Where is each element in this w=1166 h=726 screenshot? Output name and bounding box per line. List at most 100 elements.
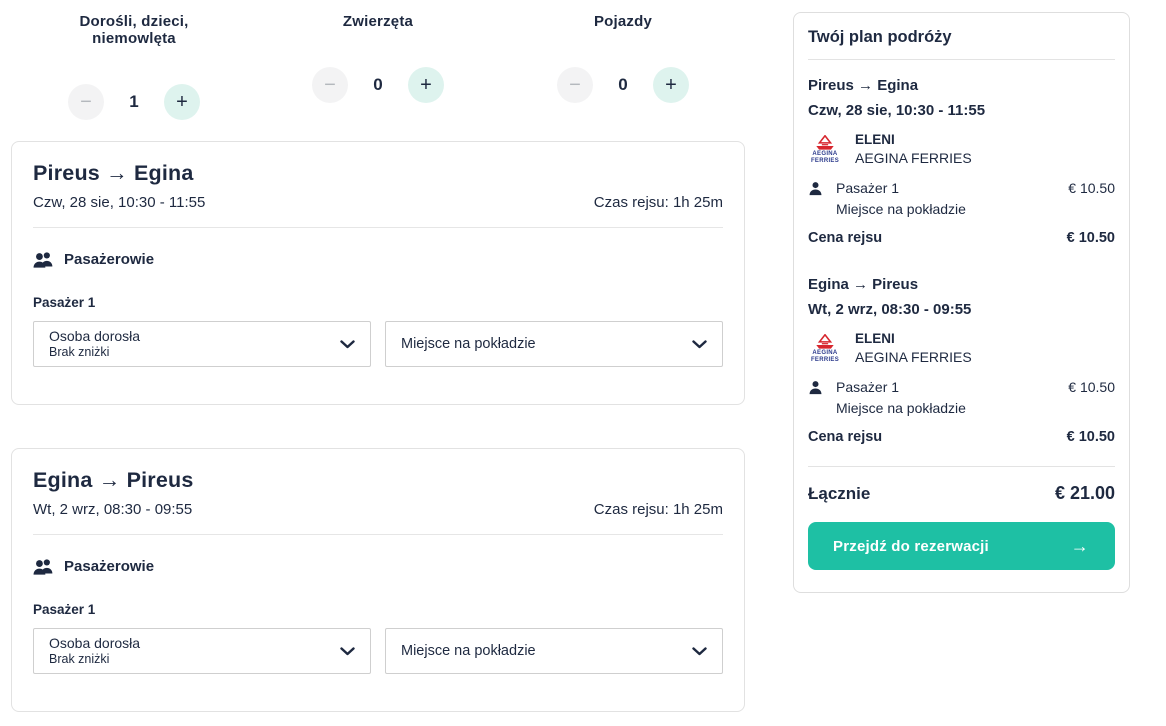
plus-icon: + bbox=[420, 74, 432, 96]
person-icon bbox=[809, 380, 822, 394]
plus-icon: + bbox=[665, 74, 677, 96]
operator-logo: AEGINA FERRIES bbox=[808, 333, 842, 363]
chevron-down-icon bbox=[340, 646, 355, 655]
person-icon bbox=[809, 181, 822, 195]
vessel-name: ELENI bbox=[855, 132, 895, 147]
operator-row: AEGINA FERRIES ELENI AEGINA FERRIES bbox=[808, 330, 1115, 366]
operator-logo: AEGINA FERRIES bbox=[808, 134, 842, 164]
ferry-logo-icon bbox=[816, 134, 834, 150]
summary-datetime: Wt, 2 wrz, 08:30 - 09:55 bbox=[808, 301, 972, 318]
ticket-type-select[interactable]: Osoba dorosła Brak zniżki bbox=[33, 321, 371, 367]
chevron-down-icon bbox=[692, 339, 707, 348]
passengers-group-icon bbox=[33, 252, 53, 268]
counter-row: − 0 + bbox=[533, 67, 713, 103]
logo-text-line: AEGINA bbox=[812, 349, 838, 356]
logo-text-line: FERRIES bbox=[810, 157, 840, 164]
leg-price-label: Cena rejsu bbox=[808, 429, 883, 445]
leg-price-label: Cena rejsu bbox=[808, 230, 883, 246]
total-label: Łącznie bbox=[808, 483, 871, 503]
seat-type-select[interactable]: Miejsce na pokładzie bbox=[385, 628, 723, 674]
ticket-type-value: Osoba dorosła bbox=[49, 328, 141, 344]
total-value: € 21.00 bbox=[1054, 483, 1115, 503]
passengers-section-header: Pasażerowie bbox=[33, 251, 723, 268]
trip-card-return: Egina → Pireus Wt, 2 wrz, 08:30 - 09:55 … bbox=[11, 448, 745, 712]
operator-row: AEGINA FERRIES ELENI AEGINA FERRIES bbox=[808, 131, 1115, 167]
passenger-options-row: Osoba dorosła Brak zniżki Miejsce na pok… bbox=[33, 628, 723, 674]
leg-price-value: € 10.50 bbox=[1066, 230, 1115, 246]
passenger-label: Pasażer 1 bbox=[33, 295, 96, 310]
logo-text-line: AEGINA bbox=[812, 150, 838, 157]
trip-duration: Czas rejsu: 1h 25m bbox=[593, 501, 723, 518]
passengers-increment-button[interactable]: + bbox=[164, 84, 200, 120]
passengers-header-label: Pasażerowie bbox=[64, 251, 155, 268]
passengers-count-value: 1 bbox=[129, 92, 139, 111]
pets-count-value: 0 bbox=[373, 75, 383, 94]
divider bbox=[33, 534, 723, 535]
passengers-decrement-button[interactable]: − bbox=[68, 84, 104, 120]
vehicles-increment-button[interactable]: + bbox=[653, 67, 689, 103]
summary-passenger-row: Pasażer 1 € 10.50 bbox=[808, 180, 1115, 196]
summary-route: Egina → Pireus bbox=[808, 276, 919, 293]
minus-icon: − bbox=[324, 74, 336, 96]
summary-seat-type: Miejsce na pokładzie bbox=[836, 400, 966, 416]
passengers-group-icon bbox=[33, 559, 53, 575]
divider bbox=[33, 227, 723, 228]
pets-increment-button[interactable]: + bbox=[408, 67, 444, 103]
divider bbox=[808, 466, 1115, 467]
leg-price-row: Cena rejsu € 10.50 bbox=[808, 230, 1115, 246]
trip-route-title: Egina → Pireus bbox=[33, 468, 194, 492]
seat-type-select[interactable]: Miejsce na pokładzie bbox=[385, 321, 723, 367]
summary-leg-return: Egina → Pireus Wt, 2 wrz, 08:30 - 09:55 … bbox=[808, 272, 1115, 445]
operator-name: AEGINA FERRIES bbox=[855, 150, 972, 166]
vehicles-count-value: 0 bbox=[618, 75, 628, 94]
vehicles-decrement-button[interactable]: − bbox=[557, 67, 593, 103]
summary-passenger-row: Pasażer 1 € 10.50 bbox=[808, 379, 1115, 395]
counter-label-passengers: Dorośli, dzieci, niemowlęta bbox=[79, 13, 189, 47]
leg-price-row: Cena rejsu € 10.50 bbox=[808, 429, 1115, 445]
trip-plan-panel: Twój plan podróży Pireus → Egina Czw, 28… bbox=[793, 12, 1130, 593]
summary-route: Pireus → Egina bbox=[808, 77, 919, 94]
trip-plan-title: Twój plan podróży bbox=[808, 28, 952, 46]
counter-group-passengers: Dorośli, dzieci, niemowlęta − 1 + bbox=[36, 13, 232, 120]
counter-group-pets: Zwierzęta − 0 + bbox=[288, 13, 468, 103]
plus-icon: + bbox=[176, 91, 188, 113]
passenger-options-row: Osoba dorosła Brak zniżki Miejsce na pok… bbox=[33, 321, 723, 367]
trip-datetime: Czw, 28 sie, 10:30 - 11:55 bbox=[33, 194, 206, 211]
logo-text-line: FERRIES bbox=[810, 356, 840, 363]
summary-datetime: Czw, 28 sie, 10:30 - 11:55 bbox=[808, 102, 986, 119]
passenger-price: € 10.50 bbox=[1068, 379, 1115, 395]
counter-row: − 0 + bbox=[288, 67, 468, 103]
summary-passenger-label: Pasażer 1 bbox=[836, 180, 900, 196]
trip-subheader: Czw, 28 sie, 10:30 - 11:55 Czas rejsu: 1… bbox=[33, 194, 723, 211]
minus-icon: − bbox=[569, 74, 581, 96]
total-row: Łącznie € 21.00 bbox=[808, 483, 1115, 504]
ticket-type-select[interactable]: Osoba dorosła Brak zniżki bbox=[33, 628, 371, 674]
counter-row: − 1 + bbox=[36, 84, 232, 120]
trip-subheader: Wt, 2 wrz, 08:30 - 09:55 Czas rejsu: 1h … bbox=[33, 501, 723, 518]
summary-seat-type: Miejsce na pokładzie bbox=[836, 201, 966, 217]
counter-group-vehicles: Pojazdy − 0 + bbox=[533, 13, 713, 103]
leg-price-value: € 10.50 bbox=[1066, 429, 1115, 445]
proceed-to-booking-button[interactable]: Przejdź do rezerwacji → bbox=[808, 522, 1115, 570]
passenger-price: € 10.50 bbox=[1068, 180, 1115, 196]
cta-label: Przejdź do rezerwacji bbox=[833, 537, 989, 555]
chevron-down-icon bbox=[692, 646, 707, 655]
passengers-header-label: Pasażerowie bbox=[64, 558, 155, 575]
vessel-name: ELENI bbox=[855, 331, 895, 346]
pets-decrement-button[interactable]: − bbox=[312, 67, 348, 103]
trip-card-outbound: Pireus → Egina Czw, 28 sie, 10:30 - 11:5… bbox=[11, 141, 745, 405]
ferry-logo-icon bbox=[816, 333, 834, 349]
operator-name: AEGINA FERRIES bbox=[855, 349, 972, 365]
counter-label-pets: Zwierzęta bbox=[342, 13, 414, 30]
divider bbox=[808, 59, 1115, 60]
minus-icon: − bbox=[80, 91, 92, 113]
ticket-discount-value: Brak zniżki bbox=[49, 652, 110, 666]
passenger-label: Pasażer 1 bbox=[33, 602, 96, 617]
trip-route-title: Pireus → Egina bbox=[33, 161, 194, 185]
counter-label-vehicles: Pojazdy bbox=[593, 13, 653, 30]
trip-duration: Czas rejsu: 1h 25m bbox=[593, 194, 723, 211]
seat-type-value: Miejsce na pokładzie bbox=[401, 643, 536, 659]
chevron-down-icon bbox=[340, 339, 355, 348]
ticket-discount-value: Brak zniżki bbox=[49, 345, 110, 359]
